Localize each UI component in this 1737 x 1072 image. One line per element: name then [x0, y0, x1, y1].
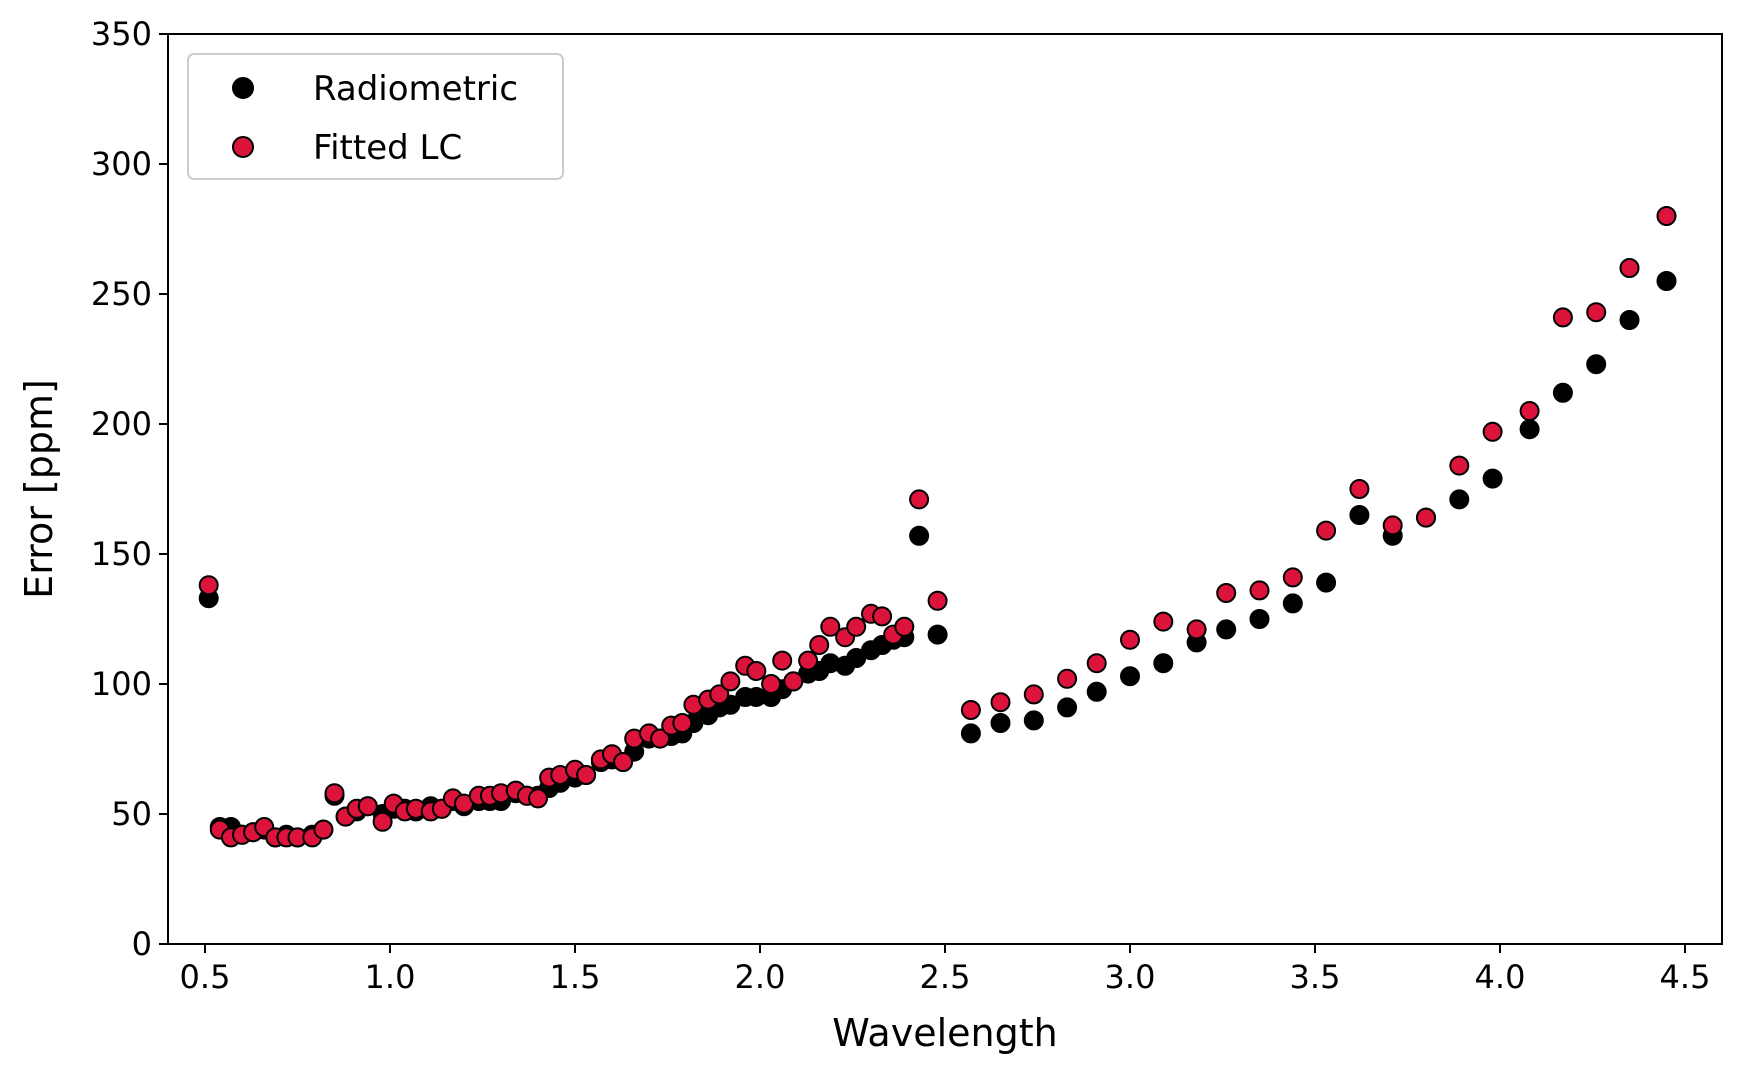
data-point — [1656, 271, 1677, 291]
y-axis-ticks: 0 50 100 150 200 250 300 350 — [91, 15, 168, 963]
data-point — [1216, 619, 1237, 640]
legend-marker-radiometric — [232, 77, 254, 99]
data-point — [1482, 421, 1503, 442]
x-tick-label: 0.5 — [180, 958, 231, 996]
legend-label-fitted-lc: Fitted LC — [313, 128, 462, 168]
data-point — [960, 700, 981, 720]
data-point — [720, 671, 741, 692]
data-point — [1349, 479, 1370, 499]
data-point — [1023, 684, 1044, 705]
x-tick-label: 3.5 — [1290, 958, 1341, 996]
y-tick-label: 200 — [91, 405, 152, 443]
data-point — [324, 783, 345, 804]
data-point — [809, 635, 830, 655]
data-point — [1586, 302, 1607, 323]
data-point — [372, 811, 393, 832]
data-point — [1552, 382, 1573, 403]
plot-frame — [167, 33, 1723, 945]
x-tick-label: 1.5 — [550, 958, 601, 996]
data-point — [927, 624, 948, 645]
data-point — [1153, 653, 1174, 674]
data-point — [1382, 515, 1403, 536]
data-point — [650, 728, 671, 749]
data-point — [783, 671, 804, 692]
data-point — [1120, 666, 1140, 687]
data-point — [960, 723, 981, 744]
x-tick-label: 3.0 — [1105, 958, 1156, 996]
x-tick-label: 2.0 — [735, 958, 786, 996]
y-tick-label: 150 — [91, 535, 152, 573]
data-point — [1316, 572, 1337, 593]
data-point — [1349, 505, 1370, 525]
data-point — [1282, 593, 1303, 614]
y-tick-label: 250 — [91, 275, 152, 313]
data-point — [576, 765, 597, 785]
data-point — [357, 796, 378, 817]
data-point — [820, 616, 841, 637]
series-radiometric — [198, 271, 1677, 848]
data-point — [1023, 710, 1044, 731]
data-point — [872, 606, 893, 627]
data-point — [772, 650, 793, 671]
data-point — [672, 713, 693, 733]
data-point — [1656, 206, 1677, 226]
y-tick-label: 350 — [91, 15, 152, 53]
data-point — [1619, 310, 1640, 330]
legend-frame — [187, 53, 564, 180]
legend-marker-fitted-lc — [232, 136, 254, 158]
data-point — [528, 788, 548, 809]
data-point — [1216, 583, 1237, 603]
y-tick-label: 50 — [111, 795, 152, 833]
data-point — [894, 616, 915, 637]
data-point — [1619, 258, 1640, 278]
data-point — [990, 692, 1011, 713]
x-axis-label: Wavelength — [832, 1011, 1057, 1055]
data-point — [1449, 455, 1470, 476]
data-point — [1186, 619, 1207, 640]
data-point — [909, 525, 930, 546]
data-point — [1249, 609, 1270, 629]
x-tick-label: 4.5 — [1660, 958, 1711, 996]
data-point — [1449, 489, 1470, 510]
data-point — [1153, 611, 1174, 632]
data-point — [1057, 697, 1078, 718]
x-tick-label: 2.5 — [920, 958, 971, 996]
data-point — [198, 575, 219, 596]
data-point — [1086, 681, 1107, 702]
data-point — [1552, 307, 1573, 328]
data-point — [613, 752, 634, 772]
data-point — [1519, 401, 1540, 421]
legend: Radiometric Fitted LC — [187, 53, 564, 180]
data-point — [313, 819, 334, 840]
x-tick-label: 4.0 — [1475, 958, 1526, 996]
y-axis-label: Error [ppm] — [17, 379, 61, 599]
data-point — [761, 674, 782, 694]
x-axis-ticks: 0.5 1.0 1.5 2.0 2.5 3.0 3.5 4.0 4.5 — [180, 944, 1711, 996]
data-point — [1586, 354, 1607, 375]
legend-label-radiometric: Radiometric — [313, 69, 518, 109]
x-tick-label: 1.0 — [365, 958, 416, 996]
data-point — [746, 661, 767, 681]
data-point — [1120, 629, 1140, 650]
data-point — [909, 489, 930, 510]
y-tick-label: 300 — [91, 145, 152, 183]
plot-area — [198, 206, 1677, 848]
data-point — [709, 684, 730, 705]
data-point — [1316, 520, 1337, 541]
series-fitted-lc — [198, 206, 1677, 848]
data-point — [1416, 507, 1436, 528]
data-point — [846, 616, 867, 637]
data-point — [1057, 668, 1078, 689]
data-point — [1249, 580, 1270, 601]
data-point — [990, 713, 1011, 733]
data-point — [1282, 567, 1303, 588]
y-tick-label: 0 — [132, 925, 152, 963]
data-point — [1482, 468, 1503, 489]
y-tick-label: 100 — [91, 665, 152, 703]
data-point — [1086, 653, 1107, 674]
data-point — [927, 590, 948, 611]
data-point — [1519, 419, 1540, 440]
data-point — [798, 650, 819, 671]
